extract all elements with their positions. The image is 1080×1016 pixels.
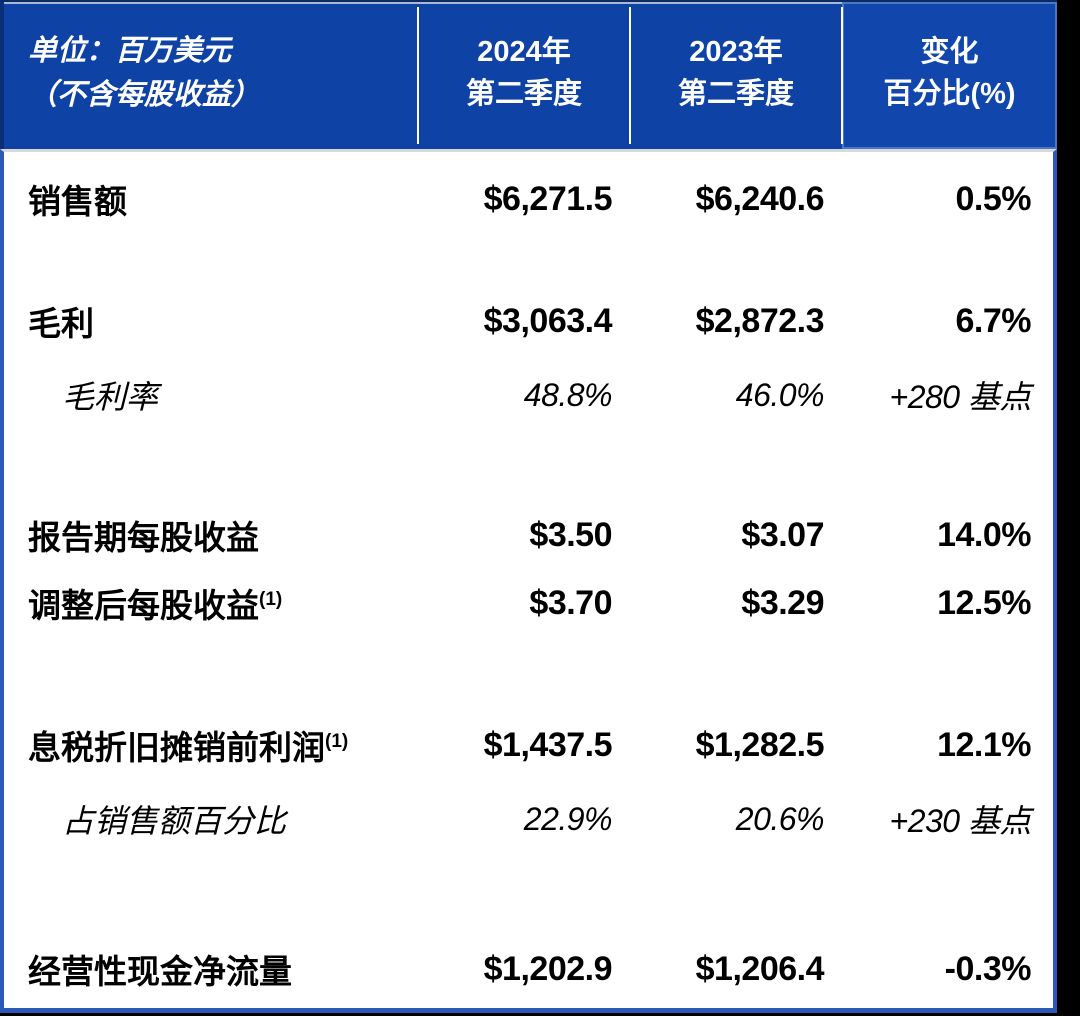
row-value: $3.29 [741, 583, 824, 622]
column-header-line: 第二季度 [465, 77, 582, 110]
table-row: 调整后每股收益(1) $3.70 $3.29 12.5% [4, 574, 1053, 632]
table-body: 销售额 $6,271.5 $6,240.6 0.5% 毛利 $3,063.4 $2,872.… [0, 149, 1057, 1013]
row-value: +280 基点 [889, 379, 1032, 415]
table-row: 经营性现金净流量 $1,202.9 $1,206.4 -0.3% [4, 940, 1053, 998]
column-header-change-pct: 变化 百分比(%) [841, 2, 1057, 149]
column-header-line: 2023年 [689, 35, 783, 68]
row-value: 12.1% [937, 725, 1031, 764]
row-value: $3.07 [741, 515, 824, 554]
row-value: $6,240.6 [695, 179, 825, 218]
unit-label: 单位：百万美元 （不含每股收益） [4, 2, 418, 149]
row-value: 20.6% [735, 800, 825, 837]
table-row: 毛利 $3,063.4 $2,872.3 6.7% [4, 292, 1053, 350]
row-value: $1,282.5 [695, 725, 825, 764]
table-section: 毛利 $3,063.4 $2,872.3 6.7% 毛利率 48.8% 46.0% +280 … [4, 292, 1053, 424]
row-value: 6.7% [955, 301, 1032, 340]
row-value: $1,437.5 [483, 725, 613, 764]
row-value: -0.3% [944, 949, 1032, 988]
row-value: +230 基点 [889, 803, 1032, 839]
row-label: 毛利率 [62, 379, 159, 415]
column-header-line: 2024年 [477, 35, 571, 68]
footnote-marker: (1) [325, 731, 349, 752]
table-row: 报告期每股收益 $3.50 $3.07 14.0% [4, 506, 1053, 564]
row-value: $1,206.4 [695, 949, 825, 988]
column-header-line: 第二季度 [677, 77, 794, 110]
row-label: 息税折旧摊销前利润(1) [28, 729, 349, 766]
row-label: 销售额 [28, 183, 127, 220]
table-header: 单位：百万美元 （不含每股收益） 2024年 第二季度 2023年 第二季度 变… [0, 0, 1057, 149]
row-value: $1,202.9 [483, 949, 613, 988]
footnote-marker: (1) [259, 589, 283, 610]
row-label: 毛利 [28, 305, 94, 342]
table-section: 经营性现金净流量 $1,202.9 $1,206.4 -0.3% [4, 940, 1053, 998]
column-header-2024-q2: 2024年 第二季度 [417, 2, 630, 149]
column-header-line: 变化 [920, 35, 979, 68]
row-label: 占销售额百分比 [62, 803, 287, 839]
table-section: 报告期每股收益 $3.50 $3.07 14.0% 调整后每股收益(1) $3.70 $3.… [4, 506, 1053, 632]
row-value: $3.70 [529, 583, 612, 622]
row-label: 调整后每股收益(1) [28, 587, 283, 624]
table-row: 毛利率 48.8% 46.0% +280 基点 [4, 366, 1053, 424]
table-row: 息税折旧摊销前利润(1) $1,437.5 $1,282.5 12.1% [4, 716, 1053, 774]
row-value: $3,063.4 [483, 301, 613, 340]
table-row: 占销售额百分比 22.9% 20.6% +230 基点 [4, 790, 1053, 848]
unit-label-line1: 单位：百万美元 [28, 35, 232, 67]
row-label: 报告期每股收益 [28, 519, 259, 556]
row-value: 0.5% [955, 179, 1032, 218]
table-row: 销售额 $6,271.5 $6,240.6 0.5% [4, 170, 1053, 228]
table-section: 销售额 $6,271.5 $6,240.6 0.5% [4, 170, 1053, 228]
row-value: $3.50 [529, 515, 612, 554]
table-section: 息税折旧摊销前利润(1) $1,437.5 $1,282.5 12.1% 占销售额百分比… [4, 716, 1053, 848]
row-value: 22.9% [523, 800, 613, 837]
column-header-line: 百分比(%) [883, 77, 1016, 110]
column-header-2023-q2: 2023年 第二季度 [629, 2, 842, 149]
row-value: $6,271.5 [483, 179, 613, 218]
row-label: 经营性现金净流量 [28, 953, 292, 990]
row-value: 48.8% [523, 376, 613, 413]
financial-results-table: 单位：百万美元 （不含每股收益） 2024年 第二季度 2023年 第二季度 变… [0, 0, 1057, 1013]
row-value: 14.0% [937, 515, 1031, 554]
row-value: $2,872.3 [695, 301, 825, 340]
row-value: 12.5% [937, 583, 1031, 622]
unit-label-line2: （不含每股收益） [28, 79, 261, 111]
row-value: 46.0% [735, 376, 825, 413]
